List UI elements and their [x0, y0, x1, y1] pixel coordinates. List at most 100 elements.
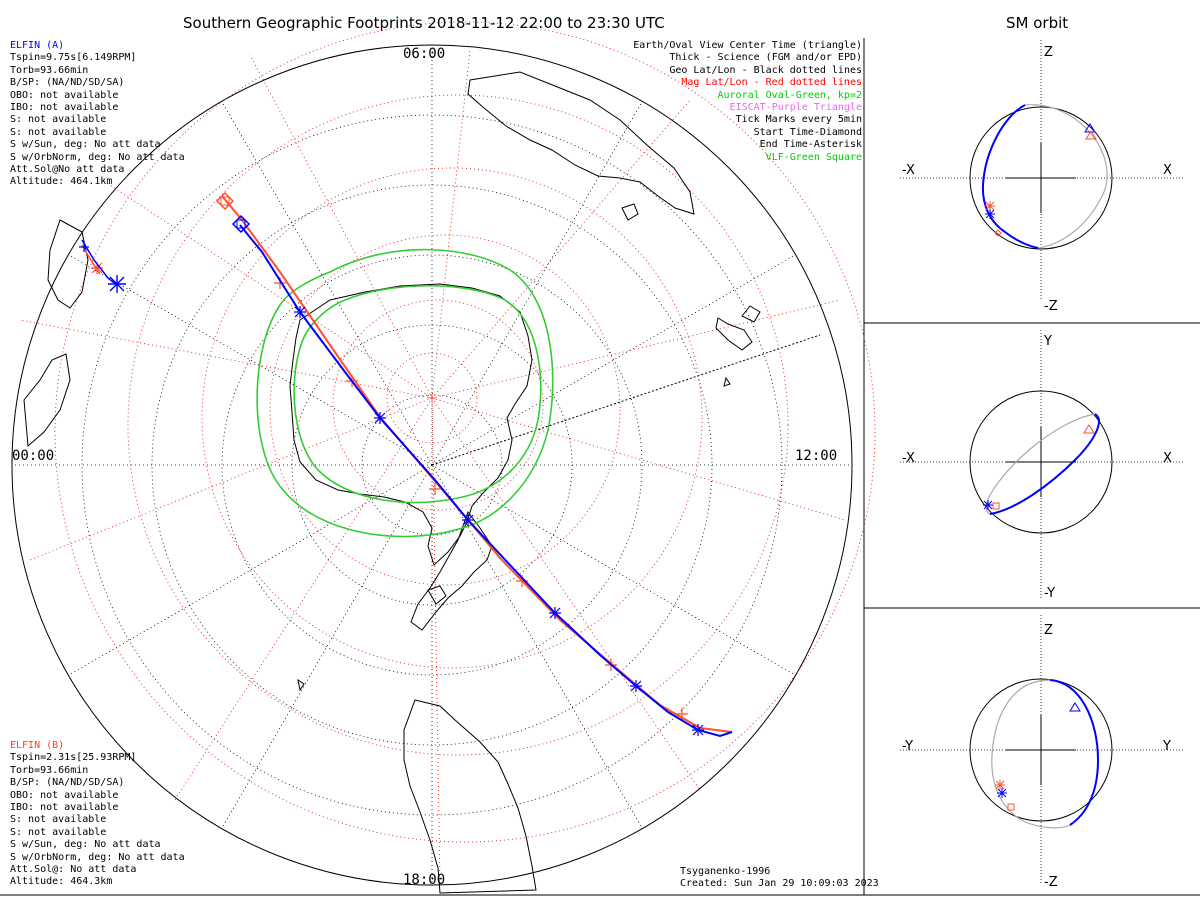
legend-entry: Auroral Oval-Green, kp=2: [717, 89, 863, 101]
mag-meridian: [431, 397, 701, 791]
orbit-back: [1024, 104, 1108, 249]
legend-entry: Start Time-Diamond: [753, 126, 862, 138]
time-label-left: 00:00: [12, 448, 54, 464]
legend-entry: Thick - Science (FGM and/or EPD): [669, 52, 862, 64]
sm-panel-xz: [900, 40, 1185, 300]
geo-latitude-circle: [291, 324, 573, 606]
elfin-b-line: S w/OrbNorm, deg: No att data: [10, 851, 185, 863]
mag-grid: [19, 21, 876, 886]
mag-meridian: [431, 397, 441, 886]
axis-label-right: X: [1163, 163, 1172, 178]
axis-label-right: Y: [1162, 739, 1171, 754]
elfin-b-tick: [676, 708, 688, 720]
elfin-b-name: ELFIN (B): [10, 740, 65, 751]
sm-orbit-title: SM orbit: [1006, 14, 1069, 32]
auroral-oval-inner: [293, 284, 542, 504]
elfin-b-track: [81, 191, 733, 733]
orbit-back: [985, 413, 1096, 515]
legend: Earth/Oval View Center Time (triangle) T…: [633, 40, 862, 164]
eiscat-triangle: [1083, 424, 1095, 434]
sm-panel-yz: [900, 615, 1185, 885]
axis-label-left: -X: [902, 451, 915, 466]
legend-entry: VLF-Green Square: [765, 151, 862, 163]
elfin-a-line: S: not available: [10, 126, 107, 138]
elfin-a-line: S w/OrbNorm, deg: No att data: [10, 151, 185, 163]
time-label-bottom: 18:00: [403, 872, 445, 888]
elfin-b-tick: [429, 483, 441, 495]
geo-latitude-circle: [221, 254, 643, 676]
elfin-b-line: S w/Sun, deg: No att data: [10, 839, 161, 851]
legend-entry: Geo Lat/Lon - Black dotted lines: [669, 64, 862, 76]
elfin-b-line: OBO: not available: [10, 789, 119, 801]
mag-latitude-circle: [332, 299, 544, 511]
geo-meridian: [431, 101, 643, 466]
new-zealand-coast: [715, 317, 753, 351]
axis-label-top: Y: [1043, 334, 1052, 349]
end-asterisk: [983, 500, 993, 510]
polar-map: [11, 21, 876, 894]
elfin-b-line: Att.Sol@: No att data: [10, 864, 137, 876]
tasmania-coast: [621, 203, 639, 221]
end-asterisk: [995, 780, 1005, 790]
elfin-a-tick: [549, 607, 561, 619]
island-coast: [427, 585, 447, 605]
elfin-b-line: S: not available: [10, 814, 107, 826]
model-label: Tsyganenko-1996: [680, 866, 771, 877]
mag-meridian: [431, 49, 471, 399]
elfin-b-line: S: not available: [10, 826, 107, 838]
elfin-a-track: [79, 214, 733, 738]
time-label-top: 06:00: [403, 46, 445, 62]
legend-entry: Tick Marks every 5min: [735, 114, 862, 126]
created-label: Created: Sun Jan 29 10:09:03 2023: [680, 878, 879, 890]
elfin-a-start-diamond: [231, 214, 251, 234]
axis-label-bottom: -Y: [1044, 586, 1055, 601]
elfin-a-line: Att.Sol@No att data: [10, 164, 125, 176]
elfin-a-tick: [630, 680, 642, 692]
geo-meridian: [431, 464, 796, 676]
end-asterisk: [997, 788, 1007, 798]
earth-circle: [969, 390, 1113, 534]
elfin-b-line: Tspin=2.31s[25.93RPM]: [10, 752, 137, 764]
elfin-a-end-asterisk: [108, 275, 126, 293]
axis-label-top: Z: [1044, 623, 1053, 638]
axis-label-top: Z: [1044, 45, 1053, 60]
mag-latitude-circle: [201, 167, 703, 669]
mag-meridian: [29, 397, 433, 561]
map-center-marker: [428, 394, 436, 402]
elfin-a-line: Altitude: 464.1km: [10, 176, 113, 188]
eiscat-triangle: [1069, 702, 1081, 712]
geo-meridian: [221, 464, 433, 829]
start-square: [992, 502, 1000, 510]
orbit-back: [991, 679, 1071, 829]
elfin-a-line: B/SP: (NA/ND/SD/SA): [10, 77, 125, 89]
australia-coast: [467, 71, 695, 215]
elfin-a-line: OBO: not available: [10, 89, 119, 101]
mag-latitude-circle: [386, 352, 478, 444]
axis-label-left: -X: [902, 163, 915, 178]
elfin-b-conj-asterisk: [91, 262, 103, 274]
main-title: Southern Geographic Footprints 2018-11-1…: [183, 14, 665, 32]
legend-entry: EISCAT-Purple Triangle: [729, 102, 862, 114]
auroral-oval-outer: [256, 248, 554, 538]
elfin-b-line: B/SP: (NA/ND/SD/SA): [10, 777, 125, 789]
elfin-b-line: Torb=93.66min: [10, 764, 89, 776]
mag-meridian: [19, 319, 433, 399]
mag-latitude-circle: [127, 94, 789, 756]
geo-latitude-circle: [361, 394, 503, 536]
axis-label-bottom: -Z: [1044, 875, 1058, 890]
elfin-b-footprint-line: [221, 195, 733, 733]
mag-meridian: [94, 174, 433, 399]
view-center-line: [431, 334, 821, 466]
antarctica-coast: [289, 283, 533, 566]
auroral-oval: [256, 248, 554, 538]
elfin-b-info: ELFIN (B) Tspin=2.31s[25.93RPM] Torb=93.…: [10, 740, 185, 889]
mag-latitude-circle: [54, 21, 876, 843]
time-label-right: 12:00: [795, 448, 837, 464]
map-boundary: [11, 44, 853, 886]
orbit-elfin-a: [989, 413, 1100, 515]
elfin-b-line: IBO: not available: [10, 802, 119, 814]
elfin-a-footprint-line: [239, 224, 733, 738]
island-coast: [297, 678, 305, 692]
orbit-elfin-a: [981, 104, 1039, 249]
